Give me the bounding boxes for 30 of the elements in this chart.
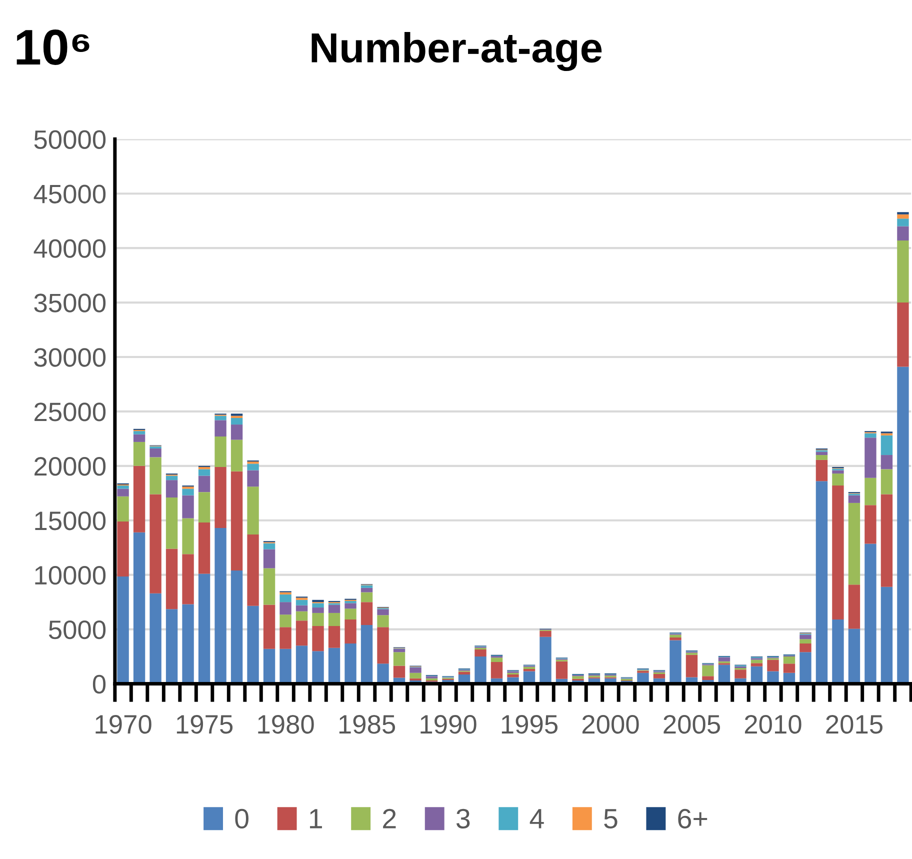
- x-tick-label: 1975: [176, 715, 233, 734]
- y-tick-label: 15000: [35, 512, 106, 530]
- y-tick-label: 5000: [48, 620, 106, 640]
- legend-label: 0: [235, 808, 248, 829]
- legend-label: 4: [530, 809, 544, 828]
- x-tick-label: 1980: [258, 715, 314, 734]
- chart-title: Number-at-age: [312, 32, 602, 72]
- y-tick-label: 45000: [34, 184, 106, 204]
- legend-label: 6+: [678, 808, 708, 829]
- y-tick-label: 50000: [34, 130, 106, 149]
- y-tick-label: 0: [92, 674, 106, 694]
- y-tick-label: 40000: [34, 239, 106, 258]
- legend-label: 2: [383, 808, 396, 828]
- x-tick-label: 2005: [664, 715, 720, 734]
- x-tick-label: 2010: [744, 715, 802, 734]
- y-tick-label: 35000: [34, 294, 106, 312]
- x-tick-label: 2015: [826, 715, 882, 734]
- x-tick-label: 1990: [420, 715, 476, 734]
- y-tick-label: 30000: [34, 348, 106, 367]
- legend-label: 1: [310, 809, 322, 828]
- x-tick-label: 1995: [502, 715, 558, 734]
- y-axis-title: 10⁶: [16, 30, 90, 65]
- x-tick-label: 1985: [339, 715, 396, 734]
- legend-label: 5: [604, 809, 618, 829]
- x-tick-label: 2000: [582, 715, 639, 734]
- y-tick-label: 20000: [34, 457, 106, 476]
- legend-label: 3: [456, 808, 470, 829]
- x-tick-label: 1970: [96, 715, 152, 734]
- y-tick-label: 25000: [34, 402, 106, 422]
- y-tick-label: 10000: [35, 566, 106, 585]
